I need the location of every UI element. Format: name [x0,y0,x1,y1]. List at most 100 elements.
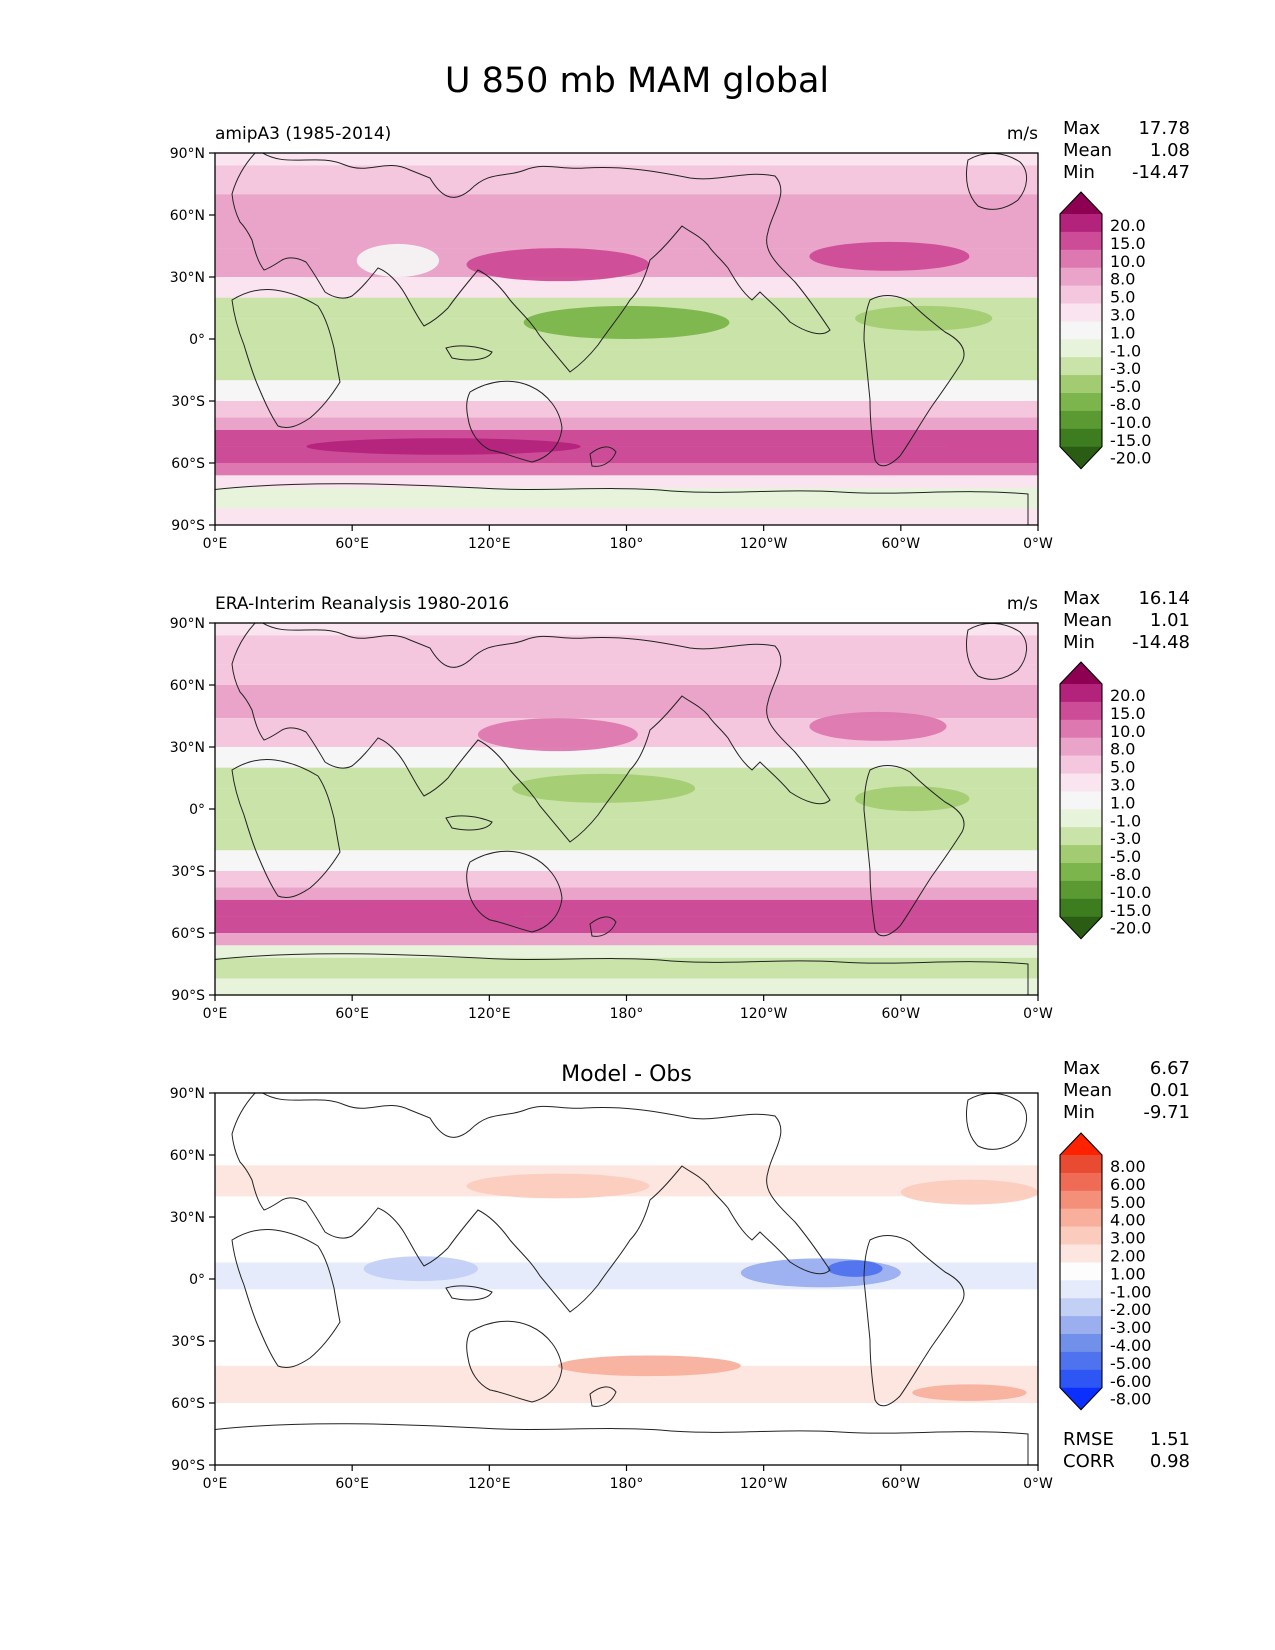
x-tick-label: 180° [610,1476,644,1492]
x-tick-label: 60°E [335,536,369,552]
field-feature [827,1260,883,1277]
y-tick-label: 60°S [171,456,205,472]
stat-label: Min [1063,632,1095,653]
colorbar-label: 4.00 [1110,1211,1146,1230]
x-tick-label: 0°W [1023,1006,1053,1022]
y-tick-label: 30°S [171,1334,205,1350]
x-tick-label: 0°E [203,1006,228,1022]
field-feature [466,1173,650,1199]
colorbar-label: 8.0 [1110,270,1135,289]
colorbar-label: 3.00 [1110,1229,1146,1248]
stat-value: 1.08 [1150,140,1190,161]
field-feature [855,786,970,812]
zonal-band [215,380,1038,401]
zonal-band [215,887,1038,900]
colorbar-segment [1060,880,1102,900]
field-feature [809,711,947,741]
zonal-band [215,401,1038,418]
extra-stat-label: RMSE [1063,1429,1114,1450]
colorbar-label: -3.0 [1110,359,1141,378]
y-tick-label: 0° [189,802,205,818]
x-tick-label: 120°W [740,1006,788,1022]
colorbar-label: -15.0 [1110,901,1151,920]
colorbar-label: 5.0 [1110,288,1135,307]
colorbar-outline [1059,191,1103,470]
colorbar-label: -3.00 [1110,1318,1151,1337]
panel-bottom: 90°N 60°N 30°N 0° 30°S 60°S 90°S 0°E 60°E 120°E 18… [170,1058,1190,1492]
stat-label: Max [1063,118,1101,139]
field-feature [946,438,1038,455]
colorbar-extend-top [1060,192,1102,214]
x-tick-label: 60°W [881,1006,920,1022]
colorbar-segment [1060,249,1102,269]
x-tick-label: 60°W [881,1476,920,1492]
x-tick-label: 60°E [335,1476,369,1492]
field-feature [306,904,536,921]
zonal-band [215,277,1038,298]
stat-label: Min [1063,162,1095,183]
panel-units: m/s [1007,594,1038,614]
x-tick-label: 180° [610,536,644,552]
colorbar-segment [1060,719,1102,739]
zonal-band [215,165,1038,195]
colorbar-label: 8.00 [1110,1157,1146,1176]
y-tick-label: 90°S [171,1458,205,1474]
stat-value: -9.71 [1143,1102,1190,1123]
zonal-band [215,508,1038,525]
colorbar-segment [1060,1316,1102,1335]
colorbar-label: -10.0 [1110,883,1151,902]
colorbar-segment [1060,303,1102,322]
stat-value: 1.01 [1150,610,1190,631]
colorbar-segment [1060,410,1102,430]
y-tick-label: 30°S [171,394,205,410]
stat-value: 16.14 [1138,588,1190,609]
x-tick-label: 120°E [468,1476,511,1492]
field-feature [809,241,970,271]
zonal-band [215,487,1038,509]
colorbar-segment [1060,357,1102,376]
y-tick-label: 60°N [170,678,205,694]
colorbar-label: -20.0 [1110,449,1151,468]
colorbar-extend-top [1060,1133,1102,1155]
y-tick-label: 60°S [171,926,205,942]
x-tick-label: 180° [610,1006,644,1022]
stat-label: Min [1063,1102,1095,1123]
colorbar-label: 10.0 [1110,252,1146,271]
colorbar-label: -20.0 [1110,919,1151,938]
zonal-band [215,463,1038,476]
colorbar-segment [1060,1369,1102,1389]
stat-label: Mean [1063,140,1112,161]
panel-middle: 90°N 60°N 30°N 0° 30°S 60°S 90°S 0°E 60°E 120°E 18… [170,588,1190,1022]
zonal-band [215,933,1038,946]
colorbar-label: -2.00 [1110,1300,1151,1319]
colorbar-segment [1060,701,1102,721]
colorbar-segment [1060,863,1102,882]
colorbar-segment [1060,214,1102,233]
colorbar-label: 20.0 [1110,216,1146,235]
colorbar-label: 3.0 [1110,775,1135,794]
colorbar-label: -10.0 [1110,413,1151,432]
colorbar-segment [1060,684,1102,703]
field-feature [900,1179,1038,1205]
colorbar-label: -15.0 [1110,431,1151,450]
colorbar-segment [1060,827,1102,846]
zonal-band [215,635,1038,665]
x-tick-label: 0°W [1023,1476,1053,1492]
zonal-band [215,978,1038,995]
colorbar-label: 15.0 [1110,704,1146,723]
colorbar-segment [1060,428,1102,448]
colorbar-segment [1060,1298,1102,1317]
zonal-band [215,685,1038,719]
colorbar-label: -8.0 [1110,395,1141,414]
colorbar-label: 2.00 [1110,1246,1146,1265]
zonal-band [215,417,1038,430]
extra-stat-label: CORR [1063,1451,1115,1472]
zonal-band [215,916,1038,933]
zonal-band [215,475,1038,488]
zonal-band [215,871,1038,888]
colorbar-label: 5.00 [1110,1193,1146,1212]
y-tick-label: 30°N [170,270,205,286]
colorbar-label: -1.0 [1110,341,1141,360]
field-feature [512,773,696,803]
y-tick-label: 0° [189,332,205,348]
